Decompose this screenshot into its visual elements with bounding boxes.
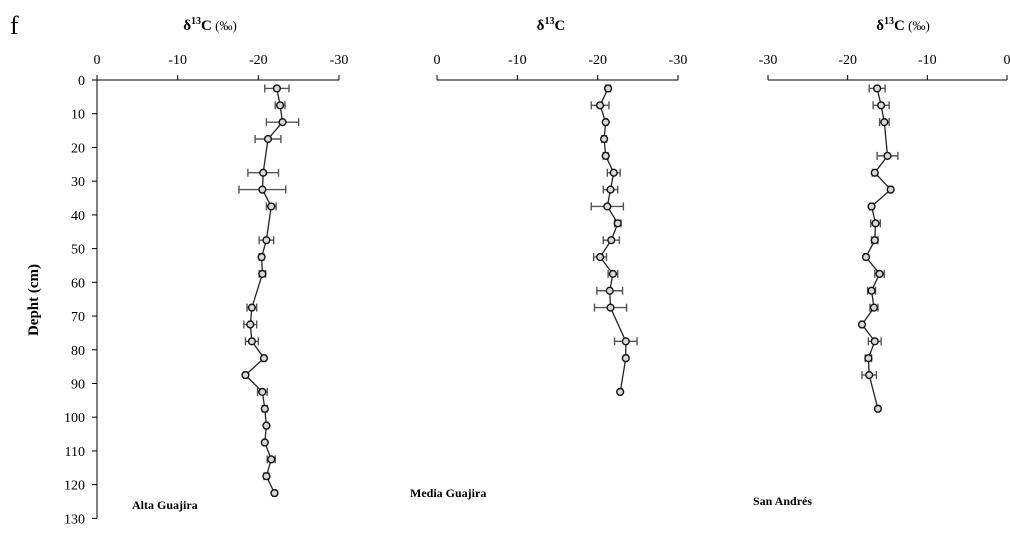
x-tick-label: -20 — [249, 53, 268, 68]
data-point — [259, 354, 269, 363]
data-point — [606, 185, 615, 194]
data-point — [883, 151, 892, 160]
data-point — [259, 168, 268, 177]
data-point — [870, 337, 879, 346]
y-tick-label: 50 — [71, 243, 85, 258]
data-point — [272, 84, 281, 93]
y-tick-label: 0 — [78, 74, 85, 89]
data-point — [260, 404, 269, 413]
data-point — [270, 488, 279, 498]
data-point — [267, 202, 276, 211]
x-axis-title: δ13C (‰) — [876, 16, 930, 34]
data-point — [870, 168, 879, 177]
data-point — [595, 252, 605, 262]
data-point — [262, 472, 271, 481]
data-point — [606, 303, 615, 312]
data-point — [604, 84, 613, 93]
data-point — [246, 320, 255, 329]
y-tick-label: 60 — [71, 276, 85, 291]
data-point — [867, 202, 876, 211]
data-point — [621, 354, 630, 363]
x-axis-title: δ13C — [537, 16, 566, 34]
x-tick-label: 0 — [94, 53, 101, 68]
data-point — [861, 252, 871, 262]
data-point — [601, 151, 610, 160]
y-tick-label: 70 — [71, 310, 85, 325]
data-point — [865, 370, 874, 380]
chart-panel-1: 0 -10 -20 -30 δ13C (‰) 0 10 20 30 40 50 60 70 80 90 100… — [64, 16, 348, 527]
site-label: Media Guajira — [410, 486, 486, 500]
series-line — [244, 88, 284, 494]
data-point — [247, 337, 256, 346]
y-tick-label: 130 — [64, 512, 85, 527]
data-point — [258, 387, 267, 397]
data-point — [616, 387, 625, 397]
data-point — [621, 337, 630, 346]
x-tick-label: -30 — [330, 53, 349, 68]
x-tick-label: -20 — [588, 53, 607, 68]
y-tick-label: 20 — [71, 141, 85, 156]
chart-panel-2: 0 -10 -20 -30 δ13C Media Guajira — [410, 16, 687, 500]
data-point — [867, 286, 876, 295]
data-point — [864, 354, 873, 363]
y-tick-label: 80 — [71, 344, 85, 359]
data-point — [247, 303, 256, 312]
data-point — [608, 269, 618, 278]
plot-layer: 0 -10 -20 -30 δ13C (‰) 0 10 20 30 40 50 60 70 80 90 100… — [64, 16, 1010, 527]
y-tick-label: 40 — [71, 209, 85, 224]
y-tick-label: 90 — [71, 377, 85, 392]
data-point — [869, 303, 879, 312]
data-point — [258, 185, 267, 194]
x-tick-label: -10 — [508, 53, 527, 68]
y-tick-label: 120 — [64, 479, 85, 494]
y-tick-label: 110 — [65, 445, 85, 460]
site-label: Alta Guajira — [132, 498, 198, 512]
data-point — [605, 286, 614, 295]
data-point — [260, 438, 269, 447]
panel-letter: f — [10, 11, 19, 40]
data-point — [241, 370, 250, 380]
data-point — [877, 101, 886, 110]
data-point — [873, 404, 883, 413]
y-tick-label: 10 — [71, 108, 85, 123]
data-point — [263, 134, 273, 144]
data-point — [871, 219, 880, 228]
data-point — [601, 118, 610, 127]
x-tick-label: 0 — [434, 53, 441, 68]
data-point — [873, 84, 882, 93]
data-point — [257, 252, 266, 262]
site-label: San Andrés — [753, 494, 812, 508]
x-axis-title: δ13C (‰) — [183, 16, 237, 34]
data-point — [870, 236, 879, 245]
data-point — [875, 269, 884, 278]
data-point — [880, 118, 889, 127]
x-tick-label: -20 — [838, 53, 857, 68]
data-point — [857, 320, 867, 329]
x-tick-label: -10 — [168, 53, 187, 68]
data-point — [262, 236, 271, 245]
data-point — [609, 168, 618, 177]
x-tick-label: 0 — [1004, 53, 1010, 68]
chart-panel-3: -30 -20 -10 0 δ13C (‰) San Andrés — [753, 16, 1010, 508]
y-tick-label: 100 — [64, 411, 85, 426]
data-point — [267, 455, 276, 464]
y-tick-label: 30 — [71, 175, 85, 190]
data-point — [276, 101, 285, 110]
data-point — [613, 219, 622, 228]
x-tick-label: -10 — [918, 53, 937, 68]
data-point — [603, 202, 612, 211]
data-point — [595, 101, 605, 110]
data-point — [262, 421, 271, 430]
data-point — [258, 269, 267, 278]
data-point — [886, 185, 895, 194]
x-tick-label: -30 — [759, 53, 778, 68]
data-point — [278, 118, 287, 127]
data-point — [599, 134, 609, 144]
x-tick-label: -30 — [669, 53, 688, 68]
y-axis-label: Depht (cm) — [26, 264, 42, 336]
data-point — [607, 236, 616, 245]
